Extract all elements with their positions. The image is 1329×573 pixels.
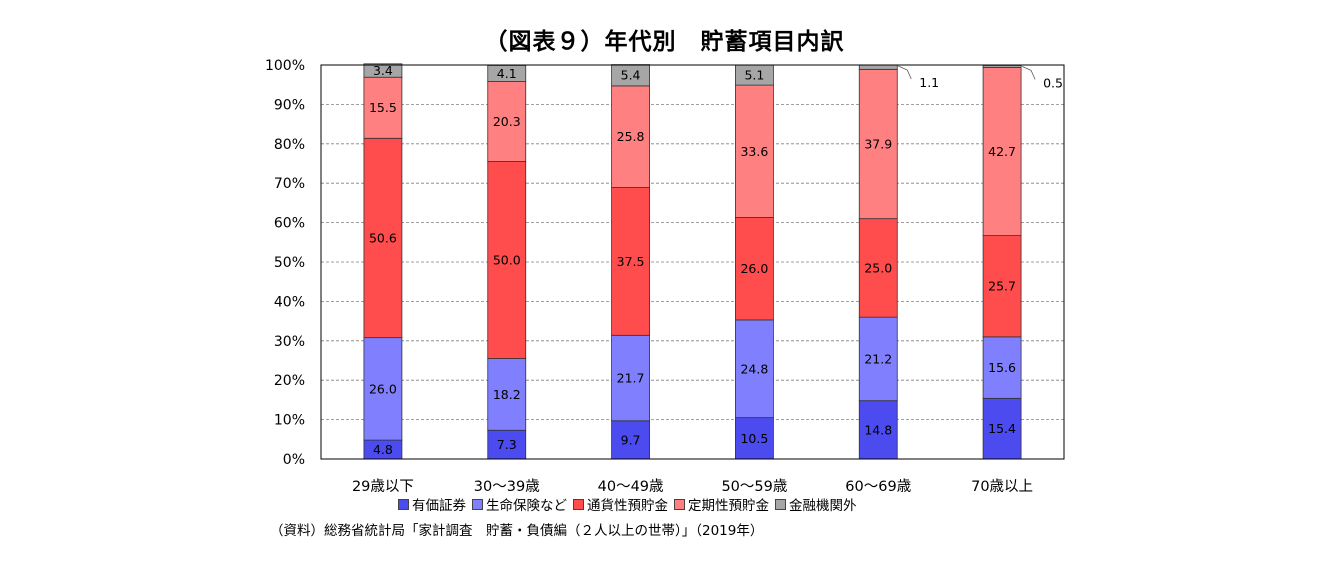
data-label: 15.4 [988,421,1016,436]
bar-segment [982,397,1022,460]
data-label: 20.3 [493,114,521,129]
bar-segment [487,358,527,431]
legend-label: 金融機関外 [789,498,857,514]
bar-segment [735,217,774,321]
data-label: 37.5 [617,254,645,269]
y-tick-label: 100% [265,58,305,74]
y-tick-label: 40% [274,294,305,310]
data-label: 5.4 [621,68,641,83]
data-label: 3.4 [373,63,393,78]
bar-segment [487,161,527,359]
plot-frame [320,64,1065,460]
legend-label: 有価証券 [412,498,466,514]
bar-segment [982,235,1022,338]
data-label: 10.5 [740,431,768,446]
bar-segment [611,85,650,188]
leader-line [1021,66,1036,80]
data-label: 5.1 [744,68,764,83]
data-label: 21.2 [864,351,892,366]
data-label: 0.5 [1043,75,1063,90]
data-label: 18.2 [493,387,521,402]
data-label: 25.0 [864,260,892,275]
y-tick-label: 60% [274,216,305,232]
bar-segment [982,66,1022,237]
x-tick-label: 30～39歳 [474,478,540,495]
bar-segment [363,63,403,78]
data-label: 4.8 [373,442,393,457]
data-label: 15.6 [988,360,1016,375]
bar-segment [363,337,403,441]
legend-swatch [398,499,409,510]
source-note: （資料）総務省統計局「家計調査 貯蓄・負債編（２人以上の世帯）」（2019年） [270,523,764,539]
x-tick-label: 50～59歳 [721,478,787,495]
data-labels: 4.8 26.0 50.6 15.5 3.4 7.3 18.2 50.0 20.3 4.1 9.7 2… [369,63,1063,457]
y-tick-label: 10% [274,413,305,429]
bar-segment [611,420,650,460]
y-tick-label: 50% [274,255,305,271]
x-tick-label: 60～69歳 [845,478,911,495]
legend-swatch [472,499,483,510]
legend-item: 生命保険など [472,494,567,514]
data-label: 4.1 [497,66,517,81]
y-tick-label: 80% [274,137,305,153]
bar-segment [858,218,898,318]
data-label: 1.1 [919,75,939,90]
data-label: 9.7 [621,432,641,447]
bar-segment [363,137,403,339]
y-tick-label: 70% [274,176,305,192]
data-label: 37.9 [864,136,892,151]
bar-segment [858,316,898,402]
legend-label: 定期性預貯金 [688,498,769,514]
bar-segment [487,81,527,162]
data-label: 26.0 [369,381,397,396]
legend-swatch [573,499,584,510]
legend-label: 通貨性預貯金 [587,498,668,514]
y-tick-label: 30% [274,334,305,350]
data-label: 14.8 [864,422,892,437]
bar-segment [735,417,774,460]
data-label: 15.5 [369,100,397,115]
gridlines [321,104,1064,421]
bar-segment [858,68,898,220]
legend-label: 生命保険など [486,498,567,514]
bar-segment [735,319,774,419]
legend: 有価証券 生命保険など 通貨性預貯金 定期性預貯金 金融機関外 [398,494,863,514]
data-label: 50.0 [493,253,521,268]
data-label: 25.7 [988,279,1016,294]
data-label: 42.7 [988,144,1016,159]
bar-segment [611,187,650,336]
legend-item: 金融機関外 [775,494,857,514]
y-tick-label: 0% [283,452,305,468]
chart-title: （図表９）年代別 貯蓄項目内訳 [484,29,845,55]
x-tick-label: 70歳以上 [971,478,1033,495]
data-label: 7.3 [497,437,517,452]
bar-segment [611,334,650,422]
x-tick-label: 29歳以下 [352,478,414,495]
data-label: 24.8 [740,361,768,376]
data-label: 21.7 [617,371,645,386]
data-label: 50.6 [369,230,397,245]
y-tick-label: 20% [274,373,305,389]
leader-line [898,65,912,80]
bars [363,63,1022,460]
bar-segment [982,64,1022,68]
legend-swatch [674,499,685,510]
legend-item: 通貨性預貯金 [573,494,668,514]
axes: 0% 10% 20% 30% 40% 50% 60% 70% 80% 90% 100% 29歳以下 30… [265,58,1065,495]
legend-item: 定期性預貯金 [674,494,769,514]
bar-segment [735,84,774,218]
data-label: 26.0 [740,261,768,276]
data-label: 25.8 [617,129,645,144]
bar-segment [858,400,898,460]
y-tick-label: 90% [274,97,305,113]
legend-item: 有価証券 [398,494,466,514]
data-label: 33.6 [740,144,768,159]
bar-segment [858,64,898,70]
bar-segment [982,336,1022,399]
legend-swatch [775,499,786,510]
x-tick-label: 40～49歳 [598,478,664,495]
